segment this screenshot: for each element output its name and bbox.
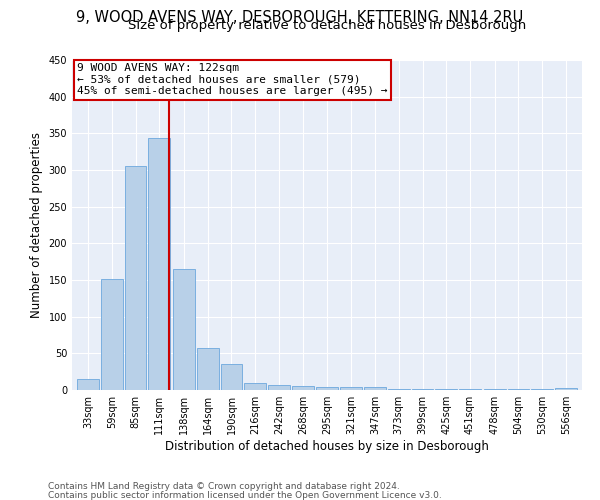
- Bar: [221, 364, 242, 390]
- Text: Contains public sector information licensed under the Open Government Licence v3: Contains public sector information licen…: [48, 490, 442, 500]
- Bar: [173, 269, 195, 390]
- Bar: [197, 348, 218, 390]
- Text: Contains HM Land Registry data © Crown copyright and database right 2024.: Contains HM Land Registry data © Crown c…: [48, 482, 400, 491]
- Text: 9 WOOD AVENS WAY: 122sqm
← 53% of detached houses are smaller (579)
45% of semi-: 9 WOOD AVENS WAY: 122sqm ← 53% of detach…: [77, 64, 388, 96]
- Bar: [268, 385, 290, 390]
- Bar: [364, 387, 386, 390]
- Bar: [101, 278, 123, 390]
- Bar: [77, 379, 99, 390]
- Bar: [244, 382, 266, 390]
- Bar: [125, 166, 146, 390]
- X-axis label: Distribution of detached houses by size in Desborough: Distribution of detached houses by size …: [165, 440, 489, 453]
- Bar: [292, 386, 314, 390]
- Bar: [555, 388, 577, 390]
- Bar: [388, 388, 410, 390]
- Title: Size of property relative to detached houses in Desborough: Size of property relative to detached ho…: [128, 20, 526, 32]
- Text: 9, WOOD AVENS WAY, DESBOROUGH, KETTERING, NN14 2RU: 9, WOOD AVENS WAY, DESBOROUGH, KETTERING…: [76, 10, 524, 25]
- Y-axis label: Number of detached properties: Number of detached properties: [30, 132, 43, 318]
- Bar: [340, 387, 362, 390]
- Bar: [148, 138, 170, 390]
- Bar: [316, 387, 338, 390]
